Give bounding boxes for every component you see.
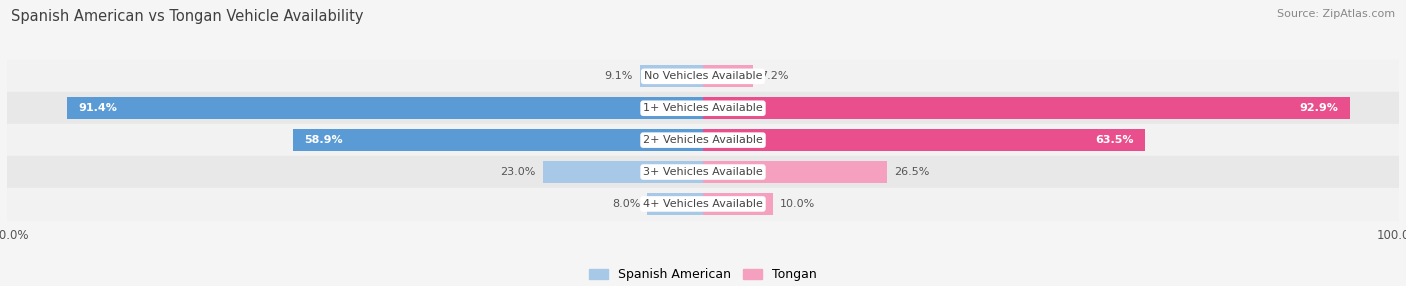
Bar xyxy=(7,92,1399,124)
Text: 58.9%: 58.9% xyxy=(304,135,343,145)
Text: 8.0%: 8.0% xyxy=(612,199,640,209)
Legend: Spanish American, Tongan: Spanish American, Tongan xyxy=(583,263,823,286)
Bar xyxy=(703,161,887,183)
Text: 63.5%: 63.5% xyxy=(1095,135,1133,145)
Bar xyxy=(703,65,754,87)
Bar xyxy=(7,188,1399,220)
Bar xyxy=(640,65,703,87)
Bar xyxy=(647,193,703,215)
Bar xyxy=(67,98,703,119)
Text: 2+ Vehicles Available: 2+ Vehicles Available xyxy=(643,135,763,145)
Bar xyxy=(7,124,1399,156)
Text: Source: ZipAtlas.com: Source: ZipAtlas.com xyxy=(1277,9,1395,19)
Bar xyxy=(703,129,1144,151)
Bar xyxy=(543,161,703,183)
Bar xyxy=(7,60,1399,92)
Text: 92.9%: 92.9% xyxy=(1299,103,1339,113)
Text: 9.1%: 9.1% xyxy=(605,71,633,81)
Text: 4+ Vehicles Available: 4+ Vehicles Available xyxy=(643,199,763,209)
Text: 23.0%: 23.0% xyxy=(501,167,536,177)
Text: 91.4%: 91.4% xyxy=(77,103,117,113)
Bar xyxy=(292,129,703,151)
Bar xyxy=(7,156,1399,188)
Text: 10.0%: 10.0% xyxy=(779,199,815,209)
Text: 26.5%: 26.5% xyxy=(894,167,929,177)
Text: 7.2%: 7.2% xyxy=(761,71,789,81)
Bar xyxy=(703,98,1350,119)
Text: 1+ Vehicles Available: 1+ Vehicles Available xyxy=(643,103,763,113)
Text: 3+ Vehicles Available: 3+ Vehicles Available xyxy=(643,167,763,177)
Text: Spanish American vs Tongan Vehicle Availability: Spanish American vs Tongan Vehicle Avail… xyxy=(11,9,364,23)
Bar xyxy=(703,193,773,215)
Text: No Vehicles Available: No Vehicles Available xyxy=(644,71,762,81)
